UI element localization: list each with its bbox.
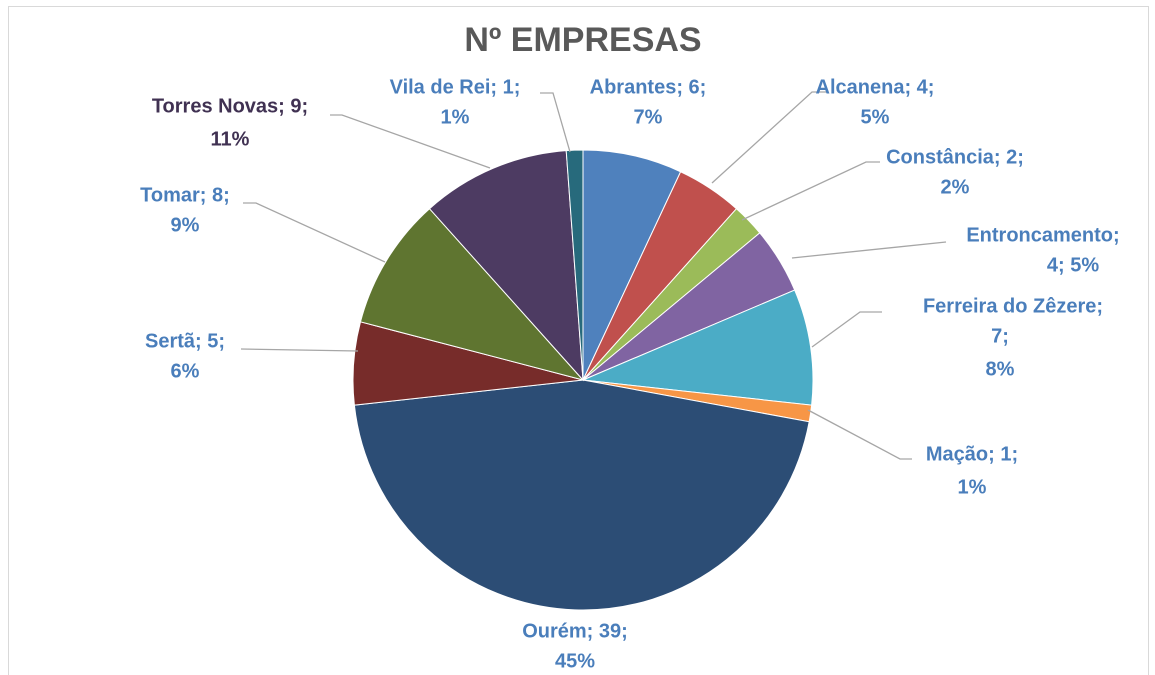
data-label: Ferreira do Zêzere; xyxy=(923,295,1103,317)
data-label: Torres Novas; 9; xyxy=(152,95,308,117)
leader-line xyxy=(330,114,491,169)
chart-title: Nº EMPRESAS xyxy=(464,21,701,59)
data-label: Ourém; 39; xyxy=(522,620,628,642)
leader-line xyxy=(240,348,359,352)
data-label: Sertã; 5; xyxy=(145,330,225,352)
leader-line xyxy=(811,311,882,348)
data-label: Constância; 2; xyxy=(886,146,1024,168)
data-label: 45% xyxy=(555,650,595,672)
data-label: 11% xyxy=(211,128,250,150)
data-label: 7% xyxy=(634,106,663,128)
data-label: Vila de Rei; 1; xyxy=(390,76,521,98)
pie-slice xyxy=(565,149,584,381)
data-label: 1% xyxy=(958,476,987,498)
pie-slice xyxy=(353,379,810,611)
pie-slice xyxy=(428,150,584,382)
leader-line xyxy=(540,92,571,153)
data-label: 7; xyxy=(991,325,1009,347)
data-label: 9% xyxy=(171,214,200,236)
data-label: 5% xyxy=(861,106,890,128)
data-label: Alcanena; 4; xyxy=(816,76,935,98)
data-label: 6% xyxy=(171,360,200,382)
data-label: 2% xyxy=(941,176,970,198)
leader-line xyxy=(741,161,880,221)
leader-line xyxy=(711,91,828,184)
data-label: 1% xyxy=(441,106,470,128)
leader-line xyxy=(807,409,912,460)
leader-line xyxy=(243,202,386,263)
pie-slice xyxy=(581,289,814,406)
data-label: Entroncamento; xyxy=(966,224,1119,246)
data-label: 8% xyxy=(986,358,1015,380)
data-label: Abrantes; 6; xyxy=(590,76,707,98)
data-label: Mação; 1; xyxy=(926,443,1018,465)
data-label: 4; 5% xyxy=(1047,254,1099,276)
pie-slice xyxy=(359,207,585,381)
data-label: Tomar; 8; xyxy=(140,184,230,206)
leader-line xyxy=(791,241,947,259)
